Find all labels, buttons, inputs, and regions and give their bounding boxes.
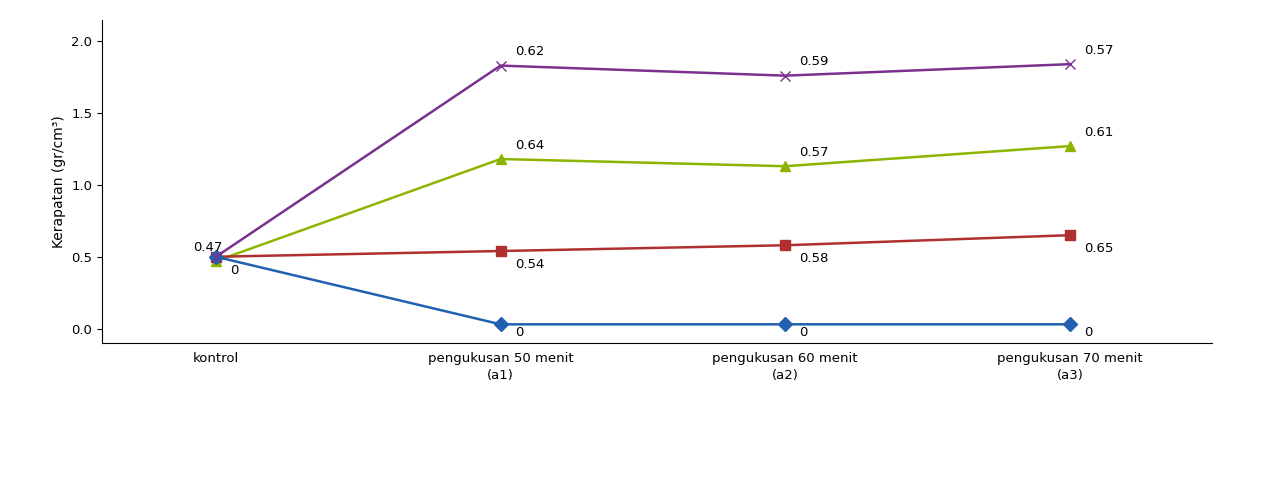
Text: 0.57: 0.57 bbox=[800, 146, 829, 159]
Text: kontrol: kontrol bbox=[193, 352, 239, 365]
Text: 0.58: 0.58 bbox=[800, 252, 829, 266]
Text: pengukusan 60 menit: pengukusan 60 menit bbox=[712, 352, 857, 365]
Text: (a2): (a2) bbox=[772, 369, 799, 382]
Text: 0: 0 bbox=[800, 326, 808, 339]
Text: 0.57: 0.57 bbox=[1085, 44, 1114, 57]
Text: pengukusan 50 menit: pengukusan 50 menit bbox=[427, 352, 573, 365]
Text: 0: 0 bbox=[514, 326, 523, 339]
Text: 0.64: 0.64 bbox=[514, 139, 544, 152]
Text: 0.47: 0.47 bbox=[193, 241, 222, 254]
Text: 0: 0 bbox=[230, 264, 239, 277]
Text: 0.61: 0.61 bbox=[1085, 126, 1114, 139]
Text: (a1): (a1) bbox=[487, 369, 514, 382]
Text: 0: 0 bbox=[1085, 326, 1092, 339]
Y-axis label: Kerapatan (gr/cm³): Kerapatan (gr/cm³) bbox=[51, 115, 65, 247]
Text: 0.65: 0.65 bbox=[1085, 243, 1114, 255]
Text: (a3): (a3) bbox=[1057, 369, 1083, 382]
Text: 0.62: 0.62 bbox=[514, 46, 544, 58]
Text: pengukusan 70 menit: pengukusan 70 menit bbox=[997, 352, 1143, 365]
Text: 0.59: 0.59 bbox=[800, 55, 829, 69]
Text: 0.54: 0.54 bbox=[514, 258, 544, 271]
